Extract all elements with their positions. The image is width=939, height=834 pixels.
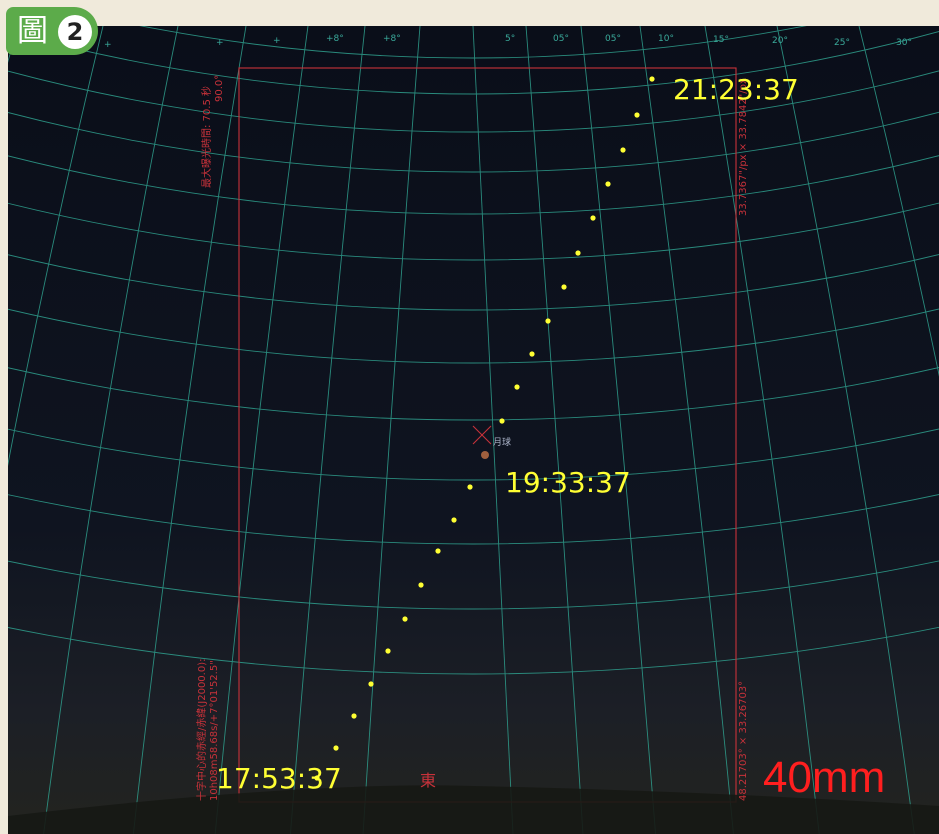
time-label-end: 21:23:37 (673, 73, 799, 106)
focal-length-label: 40mm (763, 753, 886, 802)
declination-circle (8, 253, 939, 311)
declination-circle (8, 202, 939, 261)
hud-exposure-time: 最大曝光時間: 70.5 秒 (202, 86, 213, 188)
right-ascension-line (776, 26, 915, 834)
right-ascension-line (858, 26, 939, 377)
moon-position-dot (314, 775, 320, 781)
equatorial-grid (8, 26, 939, 834)
grid-tick-label: 05° (605, 34, 621, 44)
grid-tick-label: + (216, 38, 224, 48)
declination-circle (139, 26, 807, 59)
right-ascension-line (43, 26, 179, 834)
right-ascension-line (214, 26, 309, 834)
grid-tick-label: 30° (896, 38, 912, 48)
declination-circle (8, 308, 939, 364)
moon-track (314, 76, 655, 781)
declination-circle (8, 366, 939, 421)
declination-circle (8, 626, 939, 675)
right-ascension-line (8, 26, 104, 467)
grid-tick-label: 5° (505, 34, 516, 44)
right-ascension-line (639, 26, 734, 834)
moon-marker (481, 451, 489, 459)
figure-badge: 圖 2 (6, 7, 98, 55)
declination-circle (8, 155, 939, 215)
hud-center-coords-label: 十字中心的赤經/赤緯(J2000.0): (197, 658, 208, 801)
grid-tick-label: 25° (834, 38, 850, 48)
declination-circle (8, 111, 939, 173)
sky-map (8, 26, 939, 834)
moon-position-dot (590, 215, 596, 221)
moon-position-dot (605, 181, 611, 187)
moon-position-dot (418, 582, 424, 588)
moon-position-dot (575, 250, 581, 256)
figure-badge-number: 2 (58, 15, 92, 49)
moon-position-dot (368, 681, 374, 687)
grid-tick-label: +8° (326, 34, 344, 44)
moon-position-dot (649, 76, 655, 82)
moon-position-dot (385, 648, 391, 654)
moon-position-dot (333, 745, 339, 751)
figure-badge-glyph: 圖 (17, 13, 48, 49)
grid-tick-label: + (104, 40, 112, 50)
grid-tick-label: 10° (658, 34, 674, 44)
right-ascension-line (580, 26, 657, 834)
time-label-middle: 19:33:37 (505, 466, 631, 499)
sky-view: + + + +8° +8° 5° 05° 05° 10° 15° 20° 25°… (8, 26, 939, 834)
moon-position-dot (351, 713, 357, 719)
right-ascension-line (362, 26, 421, 834)
declination-circle (8, 428, 939, 481)
horizon-ground (8, 785, 939, 834)
moon-position-dot (514, 384, 520, 390)
declination-circle (8, 70, 939, 133)
moon-position-dot (545, 318, 551, 324)
right-ascension-line (472, 26, 514, 834)
grid-tick-label: 05° (553, 34, 569, 44)
time-label-start: 17:53:37 (216, 762, 342, 795)
grid-tick-label: +8° (383, 34, 401, 44)
grid-tick-label: 15° (713, 35, 729, 45)
moon-position-dot (620, 147, 626, 153)
moon-position-dot (499, 418, 505, 424)
moon-position-dot (435, 548, 441, 554)
hud-field-size: 48.21703° × 33.26703° (738, 680, 749, 801)
right-ascension-line (132, 26, 247, 834)
hud-exposure-angle: 90.0° (214, 74, 225, 102)
moon-position-dot (402, 616, 408, 622)
moon-position-dot (561, 284, 567, 290)
right-ascension-line (525, 26, 584, 834)
grid-tick-label: + (273, 36, 281, 46)
declination-circle (8, 494, 939, 545)
direction-east-label: 東 (420, 771, 437, 790)
right-ascension-line (289, 26, 366, 834)
moon-position-dot (634, 112, 640, 118)
declination-circle (8, 31, 939, 95)
moon-label: 月球 (493, 438, 512, 448)
moon-position-dot (467, 484, 473, 490)
moon-position-dot (529, 351, 535, 357)
grid-tick-label: 20° (772, 36, 788, 46)
right-ascension-line (704, 26, 820, 834)
sky-background (8, 26, 939, 834)
moon-crosshair (472, 425, 492, 445)
moon-position-dot (451, 517, 457, 523)
declination-circle (8, 560, 939, 610)
